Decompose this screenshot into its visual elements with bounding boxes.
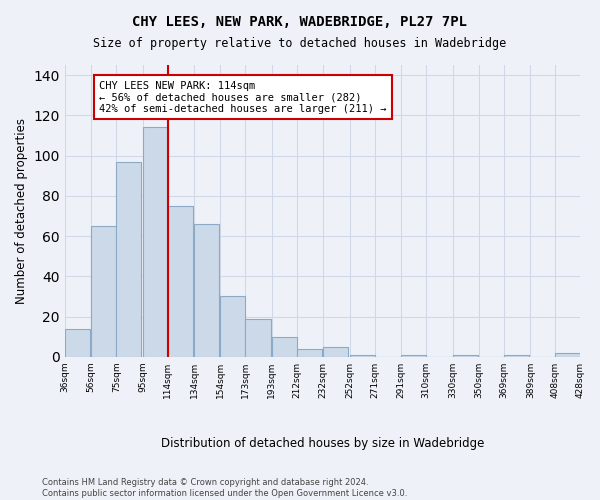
Y-axis label: Number of detached properties: Number of detached properties xyxy=(15,118,28,304)
Bar xyxy=(350,355,375,357)
Bar xyxy=(272,336,297,357)
Bar xyxy=(245,318,271,357)
Bar xyxy=(297,349,322,357)
Bar xyxy=(401,355,426,357)
Bar xyxy=(504,355,529,357)
Bar xyxy=(220,296,245,357)
Text: Contains HM Land Registry data © Crown copyright and database right 2024.
Contai: Contains HM Land Registry data © Crown c… xyxy=(42,478,407,498)
Text: Size of property relative to detached houses in Wadebridge: Size of property relative to detached ho… xyxy=(94,38,506,51)
Bar xyxy=(323,347,349,357)
Bar xyxy=(167,206,193,357)
Bar xyxy=(91,226,116,357)
Bar xyxy=(116,162,141,357)
X-axis label: Distribution of detached houses by size in Wadebridge: Distribution of detached houses by size … xyxy=(161,437,484,450)
Bar xyxy=(452,355,478,357)
Text: CHY LEES, NEW PARK, WADEBRIDGE, PL27 7PL: CHY LEES, NEW PARK, WADEBRIDGE, PL27 7PL xyxy=(133,15,467,29)
Bar xyxy=(143,128,167,357)
Bar xyxy=(556,353,581,357)
Bar xyxy=(194,224,219,357)
Text: CHY LEES NEW PARK: 114sqm
← 56% of detached houses are smaller (282)
42% of semi: CHY LEES NEW PARK: 114sqm ← 56% of detac… xyxy=(99,80,386,114)
Bar xyxy=(65,328,90,357)
